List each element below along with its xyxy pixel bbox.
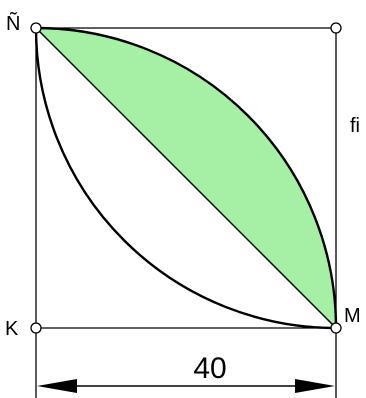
lower-arc bbox=[34, 27, 337, 330]
upper-arc bbox=[35, 26, 338, 329]
dimension-arrow-left bbox=[37, 379, 77, 393]
dimension-arrow-right bbox=[295, 379, 335, 393]
vertex-top-right bbox=[330, 22, 342, 34]
label-bottom-right: M bbox=[344, 305, 361, 327]
vertex-bottom-right bbox=[330, 322, 342, 334]
dimension-label: 40 bbox=[193, 352, 226, 385]
label-right-side: fi bbox=[350, 115, 360, 137]
label-top-left: Ñ bbox=[6, 11, 20, 35]
vertex-top-left bbox=[30, 22, 42, 34]
vertex-bottom-left bbox=[30, 322, 42, 334]
diagonal bbox=[35, 27, 337, 329]
label-bottom-left: K bbox=[5, 318, 19, 340]
